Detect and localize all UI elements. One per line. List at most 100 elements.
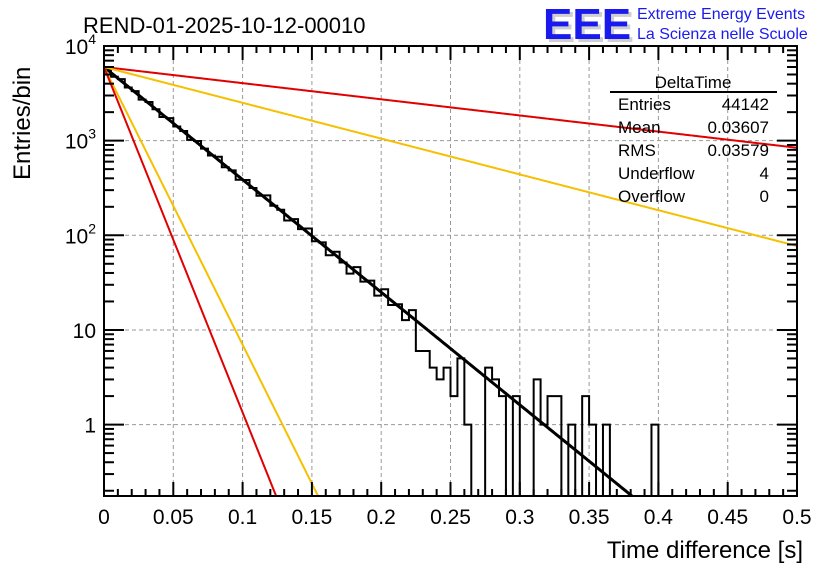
histogram-bin	[353, 267, 360, 496]
histogram-bin	[554, 396, 561, 496]
stats-label: Mean	[618, 118, 661, 137]
histogram-bin	[270, 206, 277, 496]
histogram-bin	[250, 188, 257, 496]
histogram-bin	[333, 252, 340, 496]
y-tick-label: 1	[84, 415, 96, 438]
x-tick-label: 0.3	[505, 506, 534, 529]
histogram-bin	[319, 242, 326, 496]
x-axis-label: Time difference [s]	[607, 537, 803, 564]
histogram-bin	[104, 69, 111, 496]
histogram-bin	[464, 425, 471, 496]
histogram-bin	[513, 396, 520, 496]
histogram-bin	[312, 241, 319, 496]
stats-label: Underflow	[618, 164, 695, 183]
histogram-bin	[492, 379, 499, 496]
histogram-bin	[548, 396, 555, 496]
logo-line2: La Scienza nelle Scuole	[637, 26, 808, 43]
histogram-bin	[416, 351, 423, 496]
histogram-bin	[180, 131, 187, 496]
x-tick-label: 0.25	[430, 506, 471, 529]
x-tick-label: 0.35	[569, 506, 610, 529]
fit-curves	[103, 65, 798, 498]
histogram-bin	[423, 351, 430, 496]
x-tick-label: 0.45	[707, 506, 748, 529]
axis-ticks	[103, 45, 798, 496]
stats-title: DeltaTime	[655, 73, 732, 92]
grid-lines	[104, 45, 797, 496]
histogram-bin	[208, 156, 215, 496]
histogram-bin	[194, 141, 201, 496]
histogram-bin	[651, 425, 658, 496]
histogram-bin	[534, 379, 541, 496]
histogram-bin	[568, 425, 575, 496]
histogram-bin	[451, 396, 458, 496]
histogram-bin	[437, 379, 444, 496]
histogram-bin	[395, 304, 402, 496]
histogram-bin	[340, 263, 347, 496]
histogram-bin	[125, 88, 132, 496]
curve-steep-yellow	[103, 66, 319, 497]
histogram-bin	[499, 396, 506, 496]
x-tick-label: 0.05	[153, 506, 194, 529]
histogram-bin	[367, 281, 374, 496]
histogram-bin	[187, 140, 194, 496]
histogram-bin	[263, 195, 270, 496]
histogram-bin	[166, 118, 173, 496]
histogram-bin	[305, 228, 312, 496]
y-tick-label: 102	[65, 220, 96, 248]
eee-logo: EEE EEE Extreme Energy Events La Scienza…	[543, 0, 808, 52]
stats-label: Overflow	[618, 187, 686, 206]
stats-value: 44142	[722, 95, 769, 114]
histogram-bin	[374, 296, 381, 496]
stats-label: Entries	[618, 95, 671, 114]
x-tick-label: 0.5	[782, 506, 811, 529]
y-axis-label: Entries/bin	[9, 67, 36, 180]
histogram-bin	[326, 255, 333, 496]
x-tick-label: 0.1	[228, 506, 257, 529]
histogram-bin	[402, 320, 409, 496]
y-tick-label: 10	[73, 320, 96, 343]
chart-title: REND-01-2025-10-12-00010	[83, 13, 366, 38]
histogram-bin	[603, 425, 610, 496]
stats-value: 0	[760, 187, 769, 206]
histogram-bin	[541, 425, 548, 496]
stats-label: RMS	[618, 141, 656, 160]
x-tick-label: 0	[98, 506, 110, 529]
histogram-bin	[360, 282, 367, 496]
stats-box: DeltaTime Entries 44142 Mean 0.03607 RMS 0.03…	[610, 73, 777, 206]
x-tick-label: 0.4	[644, 506, 674, 529]
histogram-bin	[347, 274, 354, 496]
y-tick-label: 103	[65, 126, 96, 154]
stats-value: 0.03607	[708, 118, 769, 137]
histogram-bin	[215, 157, 222, 496]
curve-upper-red	[103, 66, 798, 149]
histogram-bin	[222, 167, 229, 496]
logo-line1: Extreme Energy Events	[637, 6, 805, 23]
curve-fit	[103, 65, 633, 498]
histogram-bin	[284, 221, 291, 496]
histogram-bin	[582, 396, 589, 496]
histogram-bin	[139, 100, 146, 496]
histogram-bin	[430, 368, 437, 496]
histogram-bin	[159, 117, 166, 496]
histogram-bin	[381, 289, 388, 496]
stats-value: 4	[760, 164, 769, 183]
curve-steep-red	[103, 66, 278, 497]
y-tick-label: 104	[65, 31, 96, 59]
histogram-bin	[485, 368, 492, 496]
histogram-bin	[243, 180, 250, 496]
curve-upper-yellow	[103, 66, 798, 247]
x-tick-label: 0.15	[291, 506, 332, 529]
x-tick-label: 0.2	[367, 506, 396, 529]
x-tick-labels: 0 0.05 0.1 0.15 0.2 0.25 0.3 0.35 0.4 0.45 0.5	[98, 506, 811, 529]
logo-letters: EEE	[543, 0, 631, 49]
stats-value: 0.03579	[708, 141, 769, 160]
histogram-bin	[229, 170, 236, 496]
histogram-bin	[457, 358, 464, 496]
histogram-bin	[388, 305, 395, 496]
histogram-bin	[277, 210, 284, 496]
logo-shadow: EEE	[546, 3, 634, 52]
histogram-bin	[173, 127, 180, 496]
histogram-bin	[444, 368, 451, 496]
